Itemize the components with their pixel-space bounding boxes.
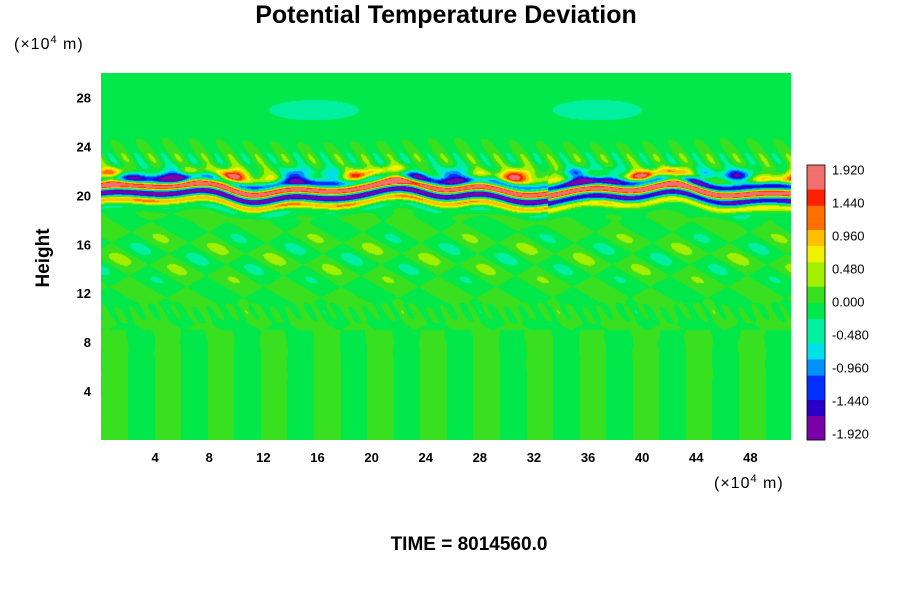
x-tick-label: 12 — [256, 450, 270, 465]
colorbar-swatch — [807, 213, 825, 222]
colorbar-swatch — [807, 173, 825, 182]
chart-title: Potential Temperature Deviation — [255, 1, 637, 29]
x-tick-label: 20 — [364, 450, 378, 465]
colorbar-label: 1.440 — [832, 196, 865, 211]
colorbar-swatch — [807, 391, 825, 400]
y-tick-labels: 4 8 12 16 20 24 28 — [77, 90, 92, 399]
heatmap-canvas — [101, 73, 791, 440]
colorbar-label: 0.000 — [832, 295, 865, 310]
x-tick-label: 36 — [581, 450, 595, 465]
colorbar — [806, 164, 826, 441]
colorbar-swatch — [807, 399, 825, 408]
colorbar-swatch — [807, 270, 825, 279]
x-tick-labels: 4 8 12 16 20 24 28 32 36 40 44 48 — [152, 450, 758, 465]
colorbar-swatch — [807, 334, 825, 344]
x-tick-label: 16 — [310, 450, 324, 465]
y-axis-label: Height — [33, 228, 54, 288]
colorbar-swatch — [807, 423, 825, 433]
colorbar-frame — [806, 164, 826, 441]
colorbar-swatch — [807, 310, 825, 319]
colorbar-swatch — [807, 205, 825, 214]
colorbar-swatch — [807, 383, 825, 392]
x-tick-label: 32 — [527, 450, 541, 465]
colorbar-swatch — [807, 229, 825, 239]
heatmap-plot — [101, 73, 791, 440]
y-axis-unit: (×104 m) — [14, 34, 84, 53]
colorbar-swatch — [807, 359, 825, 368]
colorbar-label: -0.960 — [832, 361, 869, 376]
colorbar-swatch — [807, 326, 825, 336]
y-tick-label: 24 — [77, 139, 92, 154]
y-tick-label: 4 — [84, 384, 92, 399]
colorbar-swatch — [807, 237, 825, 247]
colorbar-labels: 1.920 1.440 0.960 0.480 0.000 -0.480 -0.960 -1.… — [832, 163, 869, 442]
colorbar-swatch — [807, 407, 825, 417]
colorbar-label: 1.920 — [832, 163, 865, 178]
x-axis-unit: (×104 m) — [714, 473, 784, 492]
colorbar-swatch — [807, 181, 825, 190]
x-tick-label: 40 — [635, 450, 649, 465]
colorbar-swatch — [807, 245, 825, 255]
x-tick-label: 4 — [152, 450, 160, 465]
x-tick-label: 28 — [473, 450, 487, 465]
colorbar-label: 0.480 — [832, 262, 865, 277]
colorbar-label: -1.920 — [832, 427, 869, 442]
colorbar-swatch — [807, 415, 825, 425]
colorbar-swatch — [807, 302, 825, 311]
y-tick-label: 12 — [77, 286, 91, 301]
colorbar-swatch — [807, 221, 825, 231]
colorbar-swatch — [807, 286, 825, 295]
y-tick-label: 20 — [77, 188, 91, 203]
colorbar-label: -0.480 — [832, 328, 869, 343]
x-tick-label: 8 — [206, 450, 213, 465]
colorbar-swatch — [807, 318, 825, 328]
colorbar-label: -1.440 — [832, 394, 869, 409]
heatmap-canvas-holder — [101, 73, 791, 440]
colorbar-swatch — [807, 375, 825, 384]
colorbar-swatch — [807, 294, 825, 303]
time-label: TIME = 8014560.0 — [391, 534, 548, 555]
colorbar-swatch — [807, 367, 825, 376]
y-tick-label: 16 — [77, 237, 91, 252]
x-tick-label: 48 — [743, 450, 757, 465]
colorbar-swatch — [807, 165, 825, 174]
colorbar-swatch — [807, 253, 825, 263]
colorbar-swatch — [807, 278, 825, 287]
colorbar-swatch — [807, 431, 825, 441]
y-tick-label: 28 — [77, 90, 91, 105]
colorbar-swatch — [807, 189, 825, 198]
colorbar-label: 0.960 — [832, 229, 865, 244]
colorbar-swatch — [807, 342, 825, 352]
colorbar-swatch — [807, 351, 825, 360]
x-tick-label: 44 — [689, 450, 704, 465]
y-tick-label: 8 — [84, 335, 91, 350]
colorbar-swatch — [807, 262, 825, 271]
colorbar-swatch — [807, 197, 825, 206]
x-tick-label: 24 — [418, 450, 433, 465]
